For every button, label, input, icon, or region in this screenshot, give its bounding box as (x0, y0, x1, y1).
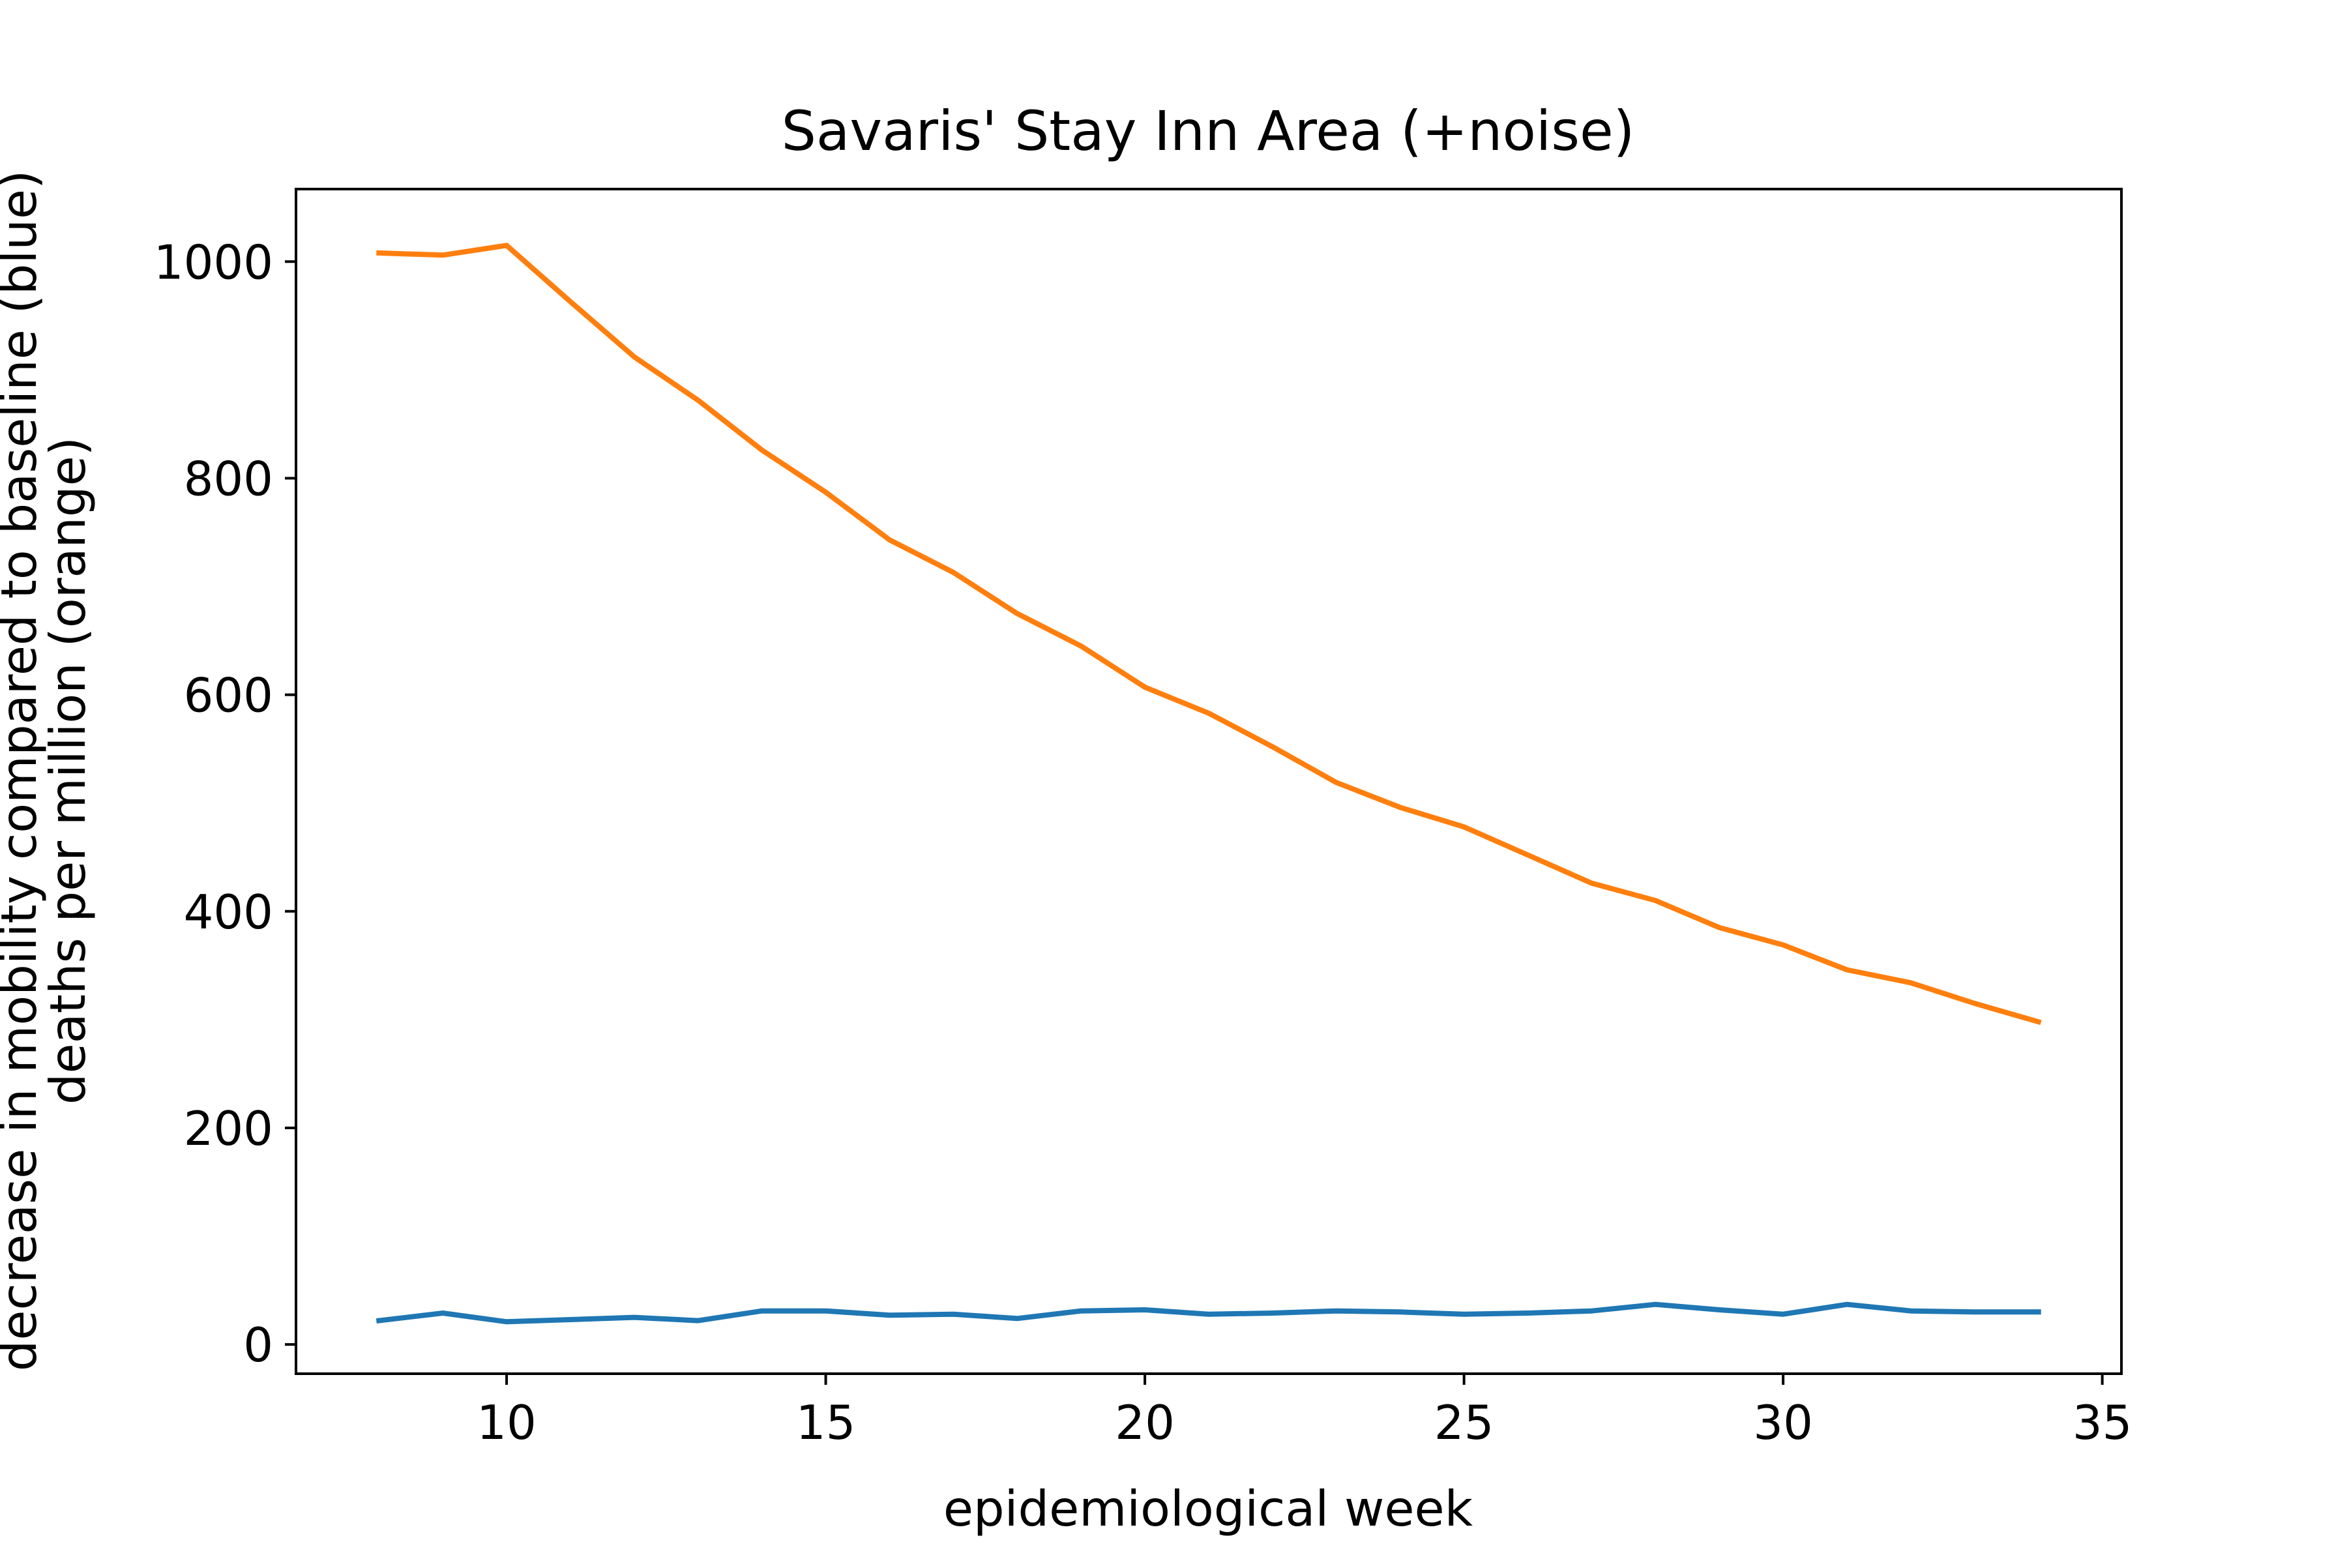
series-layer (376, 243, 2042, 1325)
x-tick-label: 15 (796, 1395, 856, 1450)
y-tick-label: 400 (184, 885, 273, 939)
ticks-layer: 10 15 20 25 30 35 0 200 400 600 800 1000 (154, 235, 2133, 1450)
y-tick-label: 600 (184, 668, 273, 723)
series-line-0 (376, 243, 2042, 1026)
x-tick-label: 30 (1753, 1395, 1813, 1450)
plot-area-frame (295, 188, 2123, 1375)
x-tick-label: 20 (1115, 1395, 1175, 1450)
y-tick-label: 800 (184, 451, 273, 506)
y-axis-label-line2: deaths per million (orange) (39, 437, 96, 1104)
series-line-1 (376, 1301, 2041, 1325)
x-tick-label: 10 (477, 1395, 537, 1450)
y-tick-label: 1000 (154, 235, 273, 289)
y-axis-label-line1: decrease in mobility compared to baselin… (0, 170, 48, 1372)
x-tick-label: 25 (1434, 1395, 1494, 1450)
y-tick-label: 0 (243, 1318, 273, 1372)
x-tick-label: 35 (2073, 1395, 2133, 1450)
y-tick-label: 200 (184, 1101, 273, 1156)
chart-title: Savaris' Stay Inn Area (+noise) (782, 99, 1635, 163)
x-axis-label: epidemiological week (943, 1480, 1473, 1537)
